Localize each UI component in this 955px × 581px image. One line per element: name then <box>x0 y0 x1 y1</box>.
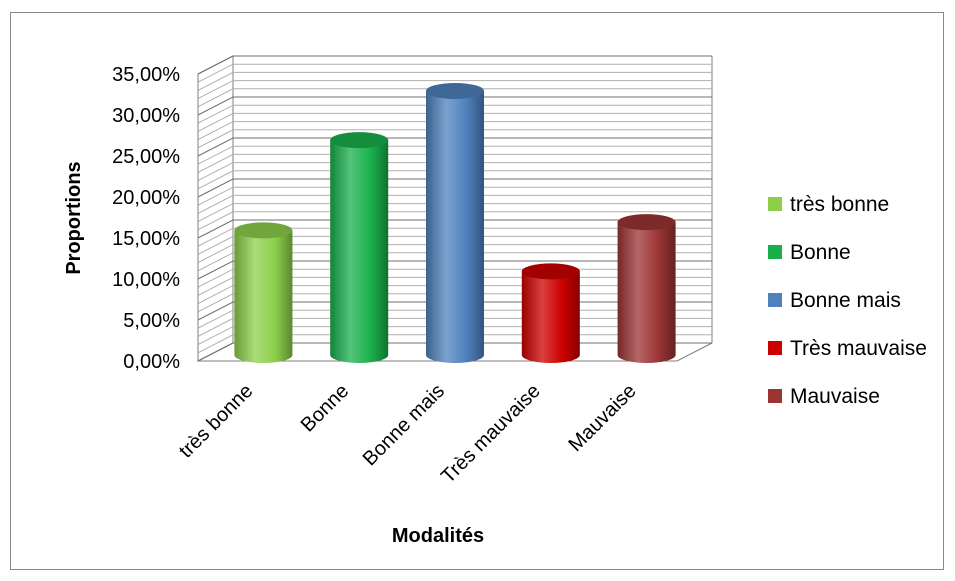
grid-line <box>197 145 712 165</box>
grid-line <box>197 252 712 272</box>
bar-body <box>426 90 484 364</box>
x-axis-title: Modalités <box>392 525 484 547</box>
bar-Mauvaise <box>617 214 676 363</box>
legend-swatch <box>768 293 782 307</box>
grid-line <box>197 80 712 100</box>
bar-très bonne <box>234 222 293 363</box>
grid-line <box>197 137 712 157</box>
grid-line <box>197 55 712 75</box>
legend-swatch <box>768 389 782 403</box>
grid-line <box>197 235 712 255</box>
side-wall <box>197 55 234 362</box>
legend-label: Bonne mais <box>790 289 901 312</box>
bar-body <box>521 271 580 363</box>
grid-line <box>197 219 712 239</box>
grid-line <box>197 71 712 91</box>
grid-line <box>197 260 712 280</box>
bar-top <box>521 263 580 280</box>
category-label: Très mauvaise <box>437 380 545 488</box>
grid-line <box>197 121 712 141</box>
grid-line <box>197 129 712 149</box>
grid-line <box>197 186 712 206</box>
category-label: très bonne <box>175 380 257 462</box>
grid-line <box>197 88 712 108</box>
grid-line <box>197 211 712 231</box>
bar-Très mauvaise <box>521 263 580 363</box>
legend-swatch <box>768 197 782 211</box>
bars <box>234 82 676 364</box>
y-tick-label: 10,00% <box>112 269 180 291</box>
grid-line <box>197 153 712 173</box>
bar-body <box>617 222 676 363</box>
grid-line <box>197 227 712 247</box>
y-tick-labels: 0,00% 5,00% 10,00% 15,00% 20,00% 25,00% 30,00%… <box>112 64 180 373</box>
grid-line <box>197 178 712 198</box>
y-tick-label: 30,00% <box>112 105 180 127</box>
y-tick-label: 35,00% <box>112 64 180 86</box>
grid-line <box>197 244 712 264</box>
y-axis-title: Proportions <box>63 161 85 274</box>
grid-line <box>197 203 712 223</box>
y-tick-label: 25,00% <box>112 146 180 168</box>
legend: très bonne Bonne Bonne mais Très mauvaise Ma… <box>768 193 927 408</box>
legend-label: Très mauvaise <box>790 337 927 360</box>
bar-top <box>617 214 676 231</box>
legend-swatch <box>768 341 782 355</box>
bar-body <box>330 140 389 363</box>
y-tick-label: 20,00% <box>112 187 180 209</box>
grid-line <box>197 112 712 132</box>
category-label: Bonne mais <box>359 380 449 470</box>
bar-top <box>330 132 389 149</box>
grid-line <box>197 96 712 116</box>
bar-Bonne <box>330 132 389 363</box>
y-tick-label: 0,00% <box>123 351 180 373</box>
grid-line <box>197 194 712 214</box>
legend-label: Bonne <box>790 241 851 264</box>
bar-Bonne mais <box>426 82 484 364</box>
grid-line <box>197 162 712 182</box>
grid-line <box>197 104 712 124</box>
grid-line <box>197 170 712 190</box>
bar-top <box>234 222 293 239</box>
y-tick-label: 5,00% <box>123 310 180 332</box>
category-label: Bonne <box>297 380 353 436</box>
bar-body <box>234 230 293 363</box>
y-tick-label: 15,00% <box>112 228 180 250</box>
legend-swatch <box>768 245 782 259</box>
grid-line <box>197 63 712 83</box>
legend-label: très bonne <box>790 193 889 216</box>
bar-top <box>426 82 484 99</box>
legend-label: Mauvaise <box>790 385 880 408</box>
category-label: Mauvaise <box>565 380 641 456</box>
